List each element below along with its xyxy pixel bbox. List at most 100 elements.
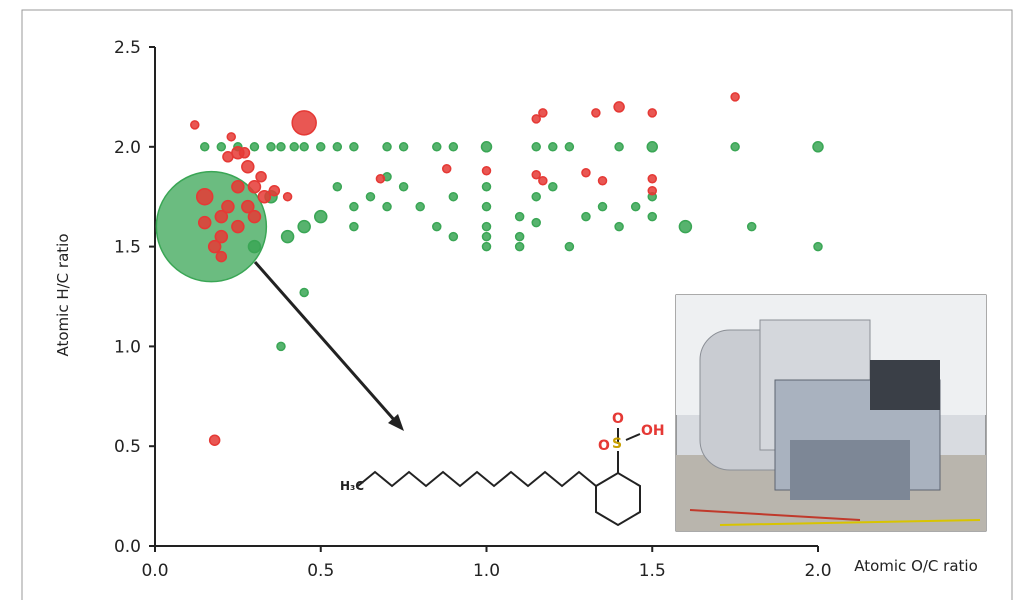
bubble — [332, 142, 343, 152]
x-tick-label: 2.0 — [804, 561, 831, 581]
bubble — [538, 108, 548, 118]
bubble — [647, 185, 657, 196]
bubble — [481, 221, 492, 232]
bubble — [375, 173, 386, 184]
x-tick-label: 1.5 — [639, 561, 666, 581]
bubble — [647, 173, 657, 184]
bubble — [214, 209, 229, 224]
instrument-photo — [675, 294, 987, 532]
bubble — [247, 209, 262, 224]
bubble — [291, 110, 317, 136]
bubble — [514, 211, 525, 222]
bubble — [514, 231, 525, 242]
bubble — [613, 101, 625, 113]
bubble — [226, 132, 236, 142]
bubble — [548, 181, 558, 192]
bubble — [249, 142, 260, 152]
bubble — [207, 239, 222, 254]
bubble — [646, 141, 658, 153]
bubble — [415, 201, 425, 212]
bubble — [297, 219, 311, 234]
bubble — [614, 142, 624, 152]
bubble — [647, 211, 657, 222]
bubble — [531, 142, 541, 152]
bubble — [432, 142, 442, 152]
bubble — [630, 201, 641, 212]
bubble — [448, 191, 459, 202]
x-tick-label: 0.5 — [307, 561, 334, 581]
bubble — [448, 231, 459, 242]
bubble — [266, 142, 276, 152]
bubble — [398, 142, 409, 152]
bubble — [268, 184, 281, 197]
structure-label: H₃C — [340, 479, 364, 493]
bubble — [480, 141, 493, 153]
y-tick-label: 1.5 — [114, 238, 141, 258]
bubble — [365, 191, 376, 202]
bubble — [581, 167, 591, 178]
bubble — [190, 120, 200, 130]
bubble — [647, 108, 657, 118]
bubble — [195, 187, 214, 206]
bubble — [564, 241, 575, 252]
bubble — [531, 169, 541, 180]
structure-label: O — [598, 438, 610, 454]
structure — [357, 428, 641, 527]
bubble — [231, 219, 245, 234]
bubble — [548, 142, 558, 152]
bubble — [597, 175, 608, 186]
bubble — [481, 181, 492, 192]
y-tick-label: 1.0 — [114, 337, 141, 357]
bubble — [349, 201, 359, 212]
bubble — [215, 250, 228, 263]
x-axis-label: Atomic O/C ratio — [854, 557, 978, 575]
bubble — [481, 201, 492, 212]
bubble — [531, 114, 541, 124]
bubble — [481, 231, 492, 242]
bubble — [531, 191, 541, 202]
y-tick-label: 0.0 — [114, 537, 141, 557]
bubble — [538, 175, 548, 186]
bubble — [299, 287, 309, 298]
bubble — [214, 229, 229, 244]
bubble — [746, 221, 757, 232]
plot-area: 0.0 0.5 1.0 1.5 2.0 2.5 0.0 0.5 1.0 1.5 2.0 — [114, 38, 832, 581]
bubble — [255, 170, 267, 183]
bubble — [730, 142, 740, 152]
bubble — [299, 142, 309, 152]
y-tick-label: 0.5 — [114, 437, 141, 457]
frame — [21, 9, 1013, 600]
bubble — [280, 229, 295, 244]
bubble — [332, 181, 343, 192]
bubble — [197, 215, 212, 230]
arrow — [253, 261, 398, 423]
arrowhead — [388, 414, 404, 431]
bubble — [432, 221, 442, 232]
bubble — [276, 341, 286, 352]
bubble — [289, 142, 299, 152]
bubble — [247, 239, 262, 254]
structure-label: S — [612, 436, 622, 452]
bubble — [231, 179, 245, 194]
bubble — [514, 241, 525, 252]
bubble — [398, 181, 409, 192]
bubble — [597, 201, 608, 212]
y-axis-label: Atomic H/C ratio — [54, 233, 72, 356]
bubble — [614, 221, 624, 232]
bubble — [813, 241, 823, 252]
bubble — [316, 142, 326, 152]
bubble — [581, 211, 591, 222]
x-tick-label: 0.0 — [141, 561, 168, 581]
x-tick-label: 1.0 — [473, 561, 500, 581]
structure-label: O — [612, 411, 624, 427]
bubble — [564, 142, 575, 152]
bubble — [481, 166, 492, 176]
bubble — [441, 164, 452, 174]
bubble — [349, 221, 359, 232]
y-tick-label: 2.5 — [114, 38, 141, 58]
bubble — [448, 142, 459, 152]
bubble — [382, 142, 392, 152]
bubble — [238, 147, 251, 159]
bubble — [221, 199, 235, 214]
